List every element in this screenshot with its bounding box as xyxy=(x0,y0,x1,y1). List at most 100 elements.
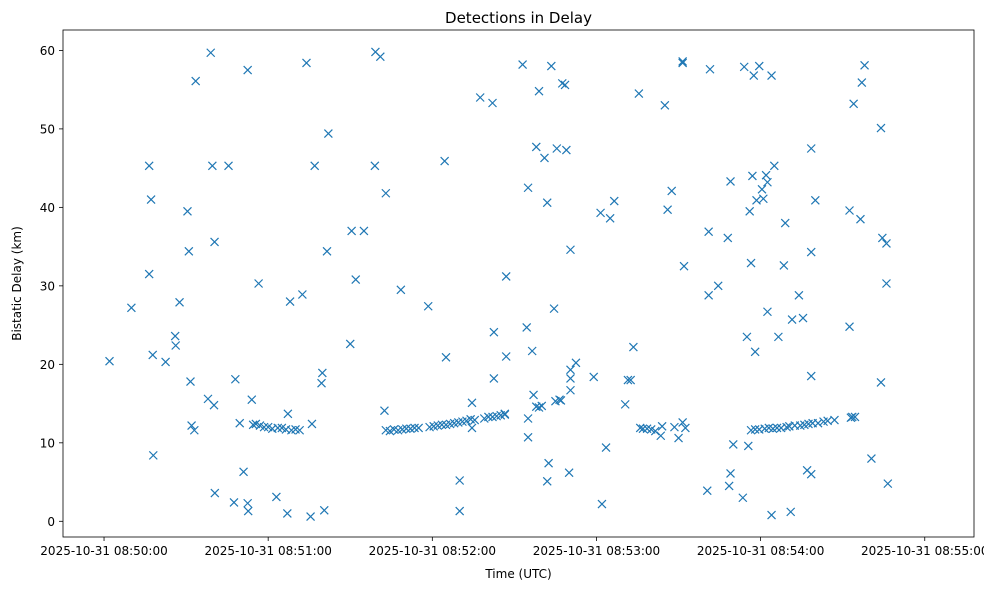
data-point-marker xyxy=(470,415,480,425)
data-point-marker xyxy=(876,377,886,387)
data-point-marker xyxy=(724,481,734,491)
data-point-marker xyxy=(850,412,860,422)
data-point-marker xyxy=(726,469,735,478)
data-point-marker xyxy=(882,239,891,248)
data-point-marker xyxy=(370,161,380,171)
data-point-marker xyxy=(656,431,666,441)
x-tick-label: 2025-10-31 08:55:00 xyxy=(861,544,984,558)
data-point-marker xyxy=(667,186,677,196)
data-point-marker xyxy=(170,331,180,341)
data-point-marker xyxy=(806,247,816,257)
data-point-marker xyxy=(549,304,559,314)
data-point-marker xyxy=(501,272,511,281)
data-point-marker xyxy=(620,399,630,409)
data-point-marker xyxy=(626,375,636,385)
data-point-marker xyxy=(810,195,820,205)
data-point-marker xyxy=(560,80,570,90)
data-point-marker xyxy=(282,509,292,518)
data-point-marker xyxy=(283,409,293,419)
data-point-marker xyxy=(779,261,789,270)
data-point-marker xyxy=(229,498,239,507)
data-point-marker xyxy=(745,206,755,216)
data-point-marker xyxy=(750,347,760,357)
y-tick-label: 40 xyxy=(40,201,55,215)
data-point-marker xyxy=(210,488,220,498)
x-tick-label: 2025-10-31 08:53:00 xyxy=(533,544,660,558)
data-point-marker xyxy=(557,78,567,88)
data-point-marker xyxy=(239,467,248,477)
data-point-marker xyxy=(351,275,361,285)
data-point-marker xyxy=(475,93,485,102)
data-point-marker xyxy=(773,332,783,342)
y-tick-label: 20 xyxy=(40,358,55,372)
data-point-marker xyxy=(757,184,767,194)
data-point-marker xyxy=(105,356,114,366)
data-point-marker xyxy=(704,290,714,300)
data-point-marker xyxy=(702,486,712,496)
data-point-marker xyxy=(210,237,219,247)
y-tick-label: 50 xyxy=(40,122,55,136)
data-point-marker xyxy=(488,98,497,108)
data-point-marker xyxy=(518,60,528,69)
data-point-marker xyxy=(794,290,804,300)
data-point-marker xyxy=(189,425,199,435)
data-point-marker xyxy=(723,233,733,243)
data-point-marker xyxy=(769,161,779,171)
data-point-marker xyxy=(749,71,759,80)
data-point-marker xyxy=(207,161,217,171)
data-point-marker xyxy=(483,412,493,422)
data-point-marker xyxy=(531,142,541,152)
data-point-marker xyxy=(319,505,329,515)
data-point-marker xyxy=(763,177,772,187)
y-axis-ticks: 0 10 20 30 40 50 60 xyxy=(40,44,63,529)
data-point-marker xyxy=(657,421,667,431)
data-point-marker xyxy=(144,161,154,171)
data-point-marker xyxy=(680,423,690,433)
data-point-marker xyxy=(786,507,796,517)
data-point-marker xyxy=(634,89,644,98)
data-point-marker xyxy=(347,226,357,236)
data-point-marker xyxy=(566,245,575,255)
data-point-marker xyxy=(501,352,511,361)
data-point-marker xyxy=(866,454,876,463)
data-point-marker xyxy=(401,424,411,434)
data-point-marker xyxy=(523,183,533,193)
data-point-marker xyxy=(186,377,195,387)
x-axis-label: Time (UTC) xyxy=(484,567,551,581)
data-point-marker xyxy=(254,279,264,288)
data-point-marker xyxy=(306,512,316,522)
data-point-marker xyxy=(628,342,638,352)
data-point-marker xyxy=(295,425,305,435)
x-tick-label: 2025-10-31 08:50:00 xyxy=(40,544,167,558)
data-point-marker xyxy=(556,396,566,405)
data-point-marker xyxy=(752,195,761,205)
data-point-marker xyxy=(546,61,556,71)
x-tick-label: 2025-10-31 08:52:00 xyxy=(369,544,496,558)
data-point-marker xyxy=(171,341,181,350)
data-point-marker xyxy=(500,409,510,419)
data-point-marker xyxy=(148,350,158,360)
data-point-marker xyxy=(813,418,823,428)
data-point-marker xyxy=(455,506,465,516)
data-point-marker xyxy=(596,208,605,218)
data-point-marker xyxy=(323,129,333,139)
data-point-marker xyxy=(857,78,867,88)
data-point-marker xyxy=(183,206,192,216)
data-point-marker xyxy=(763,307,772,317)
data-point-marker xyxy=(161,357,171,367)
data-point-marker xyxy=(713,281,723,291)
data-point-marker xyxy=(175,297,184,307)
data-point-marker xyxy=(830,415,839,425)
data-point-marker xyxy=(542,198,552,208)
y-tick-label: 30 xyxy=(40,279,55,293)
data-point-marker xyxy=(544,458,554,468)
data-point-marker xyxy=(746,258,756,268)
data-point-marker xyxy=(235,418,245,428)
data-point-marker xyxy=(876,123,886,133)
data-point-marker xyxy=(747,171,757,181)
data-point-marker xyxy=(597,499,607,509)
data-point-marker xyxy=(767,71,776,80)
data-point-marker xyxy=(728,439,738,449)
